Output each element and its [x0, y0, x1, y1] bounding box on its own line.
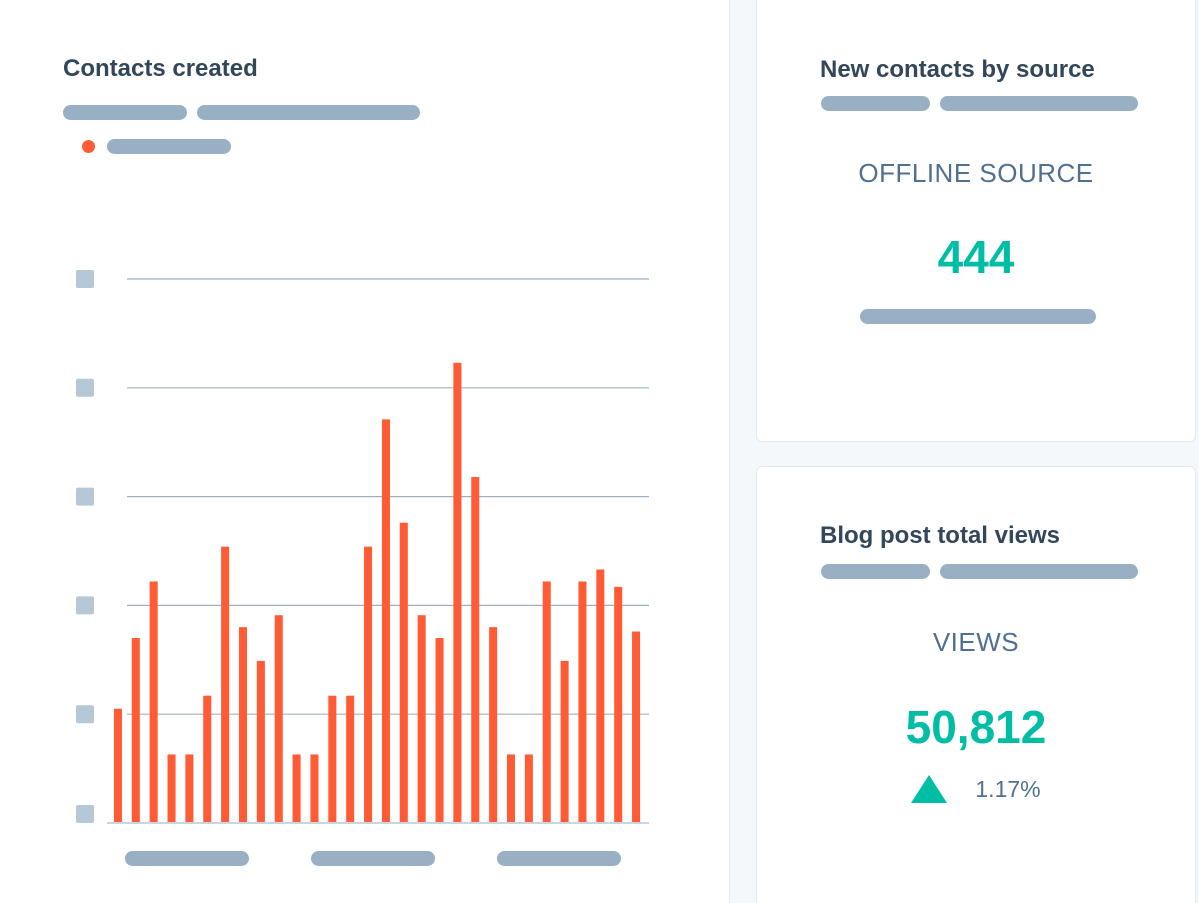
bar: [453, 362, 462, 823]
card-title[interactable]: Blog post total views: [820, 522, 1061, 549]
kpi-label: OFFLINE SOURCE: [858, 158, 1094, 188]
bar: [131, 638, 140, 823]
bar: [596, 569, 605, 823]
kpi-value: 444: [937, 231, 1015, 283]
y-tick-label-placeholder: [76, 705, 94, 724]
bar: [506, 754, 516, 823]
bar: [238, 627, 248, 823]
x-tick-label-placeholder: [125, 851, 249, 866]
contacts-created-card: Contacts created: [0, 0, 730, 903]
change-indicator: 1.17%: [757, 775, 1195, 803]
bar: [435, 638, 444, 823]
placeholder-bar: [197, 105, 420, 120]
change-percent: 1.17%: [975, 775, 1041, 802]
bar: [221, 546, 230, 823]
card-title[interactable]: New contacts by source: [820, 56, 1095, 83]
bar: [328, 695, 337, 823]
legend-dot: [82, 140, 95, 153]
bar: [417, 615, 426, 823]
placeholder-bar: [821, 96, 930, 111]
legend-label-placeholder: [107, 139, 231, 154]
bar: [185, 754, 194, 823]
x-tick-label-placeholder: [311, 851, 435, 866]
card-title[interactable]: Contacts created: [63, 55, 258, 82]
y-tick-label-placeholder: [76, 487, 94, 506]
y-tick-label-placeholder: [76, 596, 94, 615]
kpi-value: 50,812: [905, 701, 1047, 753]
bar: [560, 660, 569, 823]
bar: [578, 581, 587, 823]
bar: [310, 754, 319, 823]
bar: [292, 754, 301, 823]
bar: [524, 754, 533, 823]
bar: [113, 708, 122, 823]
placeholder-bar: [63, 105, 187, 120]
y-tick-label-placeholder: [76, 805, 94, 823]
blog-post-total-views-card: Blog post total views VIEWS 50,812 1.17%: [756, 466, 1196, 903]
placeholder-bar: [940, 96, 1138, 111]
bar: [381, 419, 390, 823]
contacts-bar-chart: [76, 270, 649, 866]
bar: [149, 581, 158, 823]
x-tick-label-placeholder: [497, 851, 621, 866]
bar: [256, 660, 265, 823]
y-tick-label-placeholder: [76, 270, 94, 288]
bar: [274, 615, 283, 823]
bar: [614, 586, 623, 823]
y-tick-label-placeholder: [76, 378, 94, 397]
bar: [364, 546, 373, 823]
bar: [542, 581, 551, 823]
bar: [489, 627, 498, 823]
placeholder-bar: [860, 309, 1096, 324]
bar: [203, 695, 212, 823]
placeholder-bar: [940, 564, 1138, 579]
bar: [399, 522, 408, 823]
bar: [632, 631, 641, 823]
bar: [346, 695, 355, 823]
placeholder-bar: [821, 564, 930, 579]
bar: [167, 754, 176, 823]
kpi-label: VIEWS: [932, 627, 1020, 657]
triangle-up-icon: [911, 775, 948, 803]
new-contacts-by-source-card: New contacts by source OFFLINE SOURCE 44…: [756, 0, 1196, 442]
bar: [471, 477, 480, 823]
